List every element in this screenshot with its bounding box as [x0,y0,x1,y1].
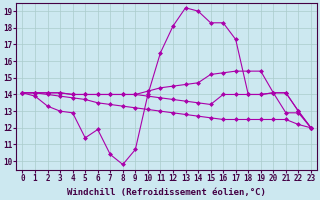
X-axis label: Windchill (Refroidissement éolien,°C): Windchill (Refroidissement éolien,°C) [67,188,266,197]
